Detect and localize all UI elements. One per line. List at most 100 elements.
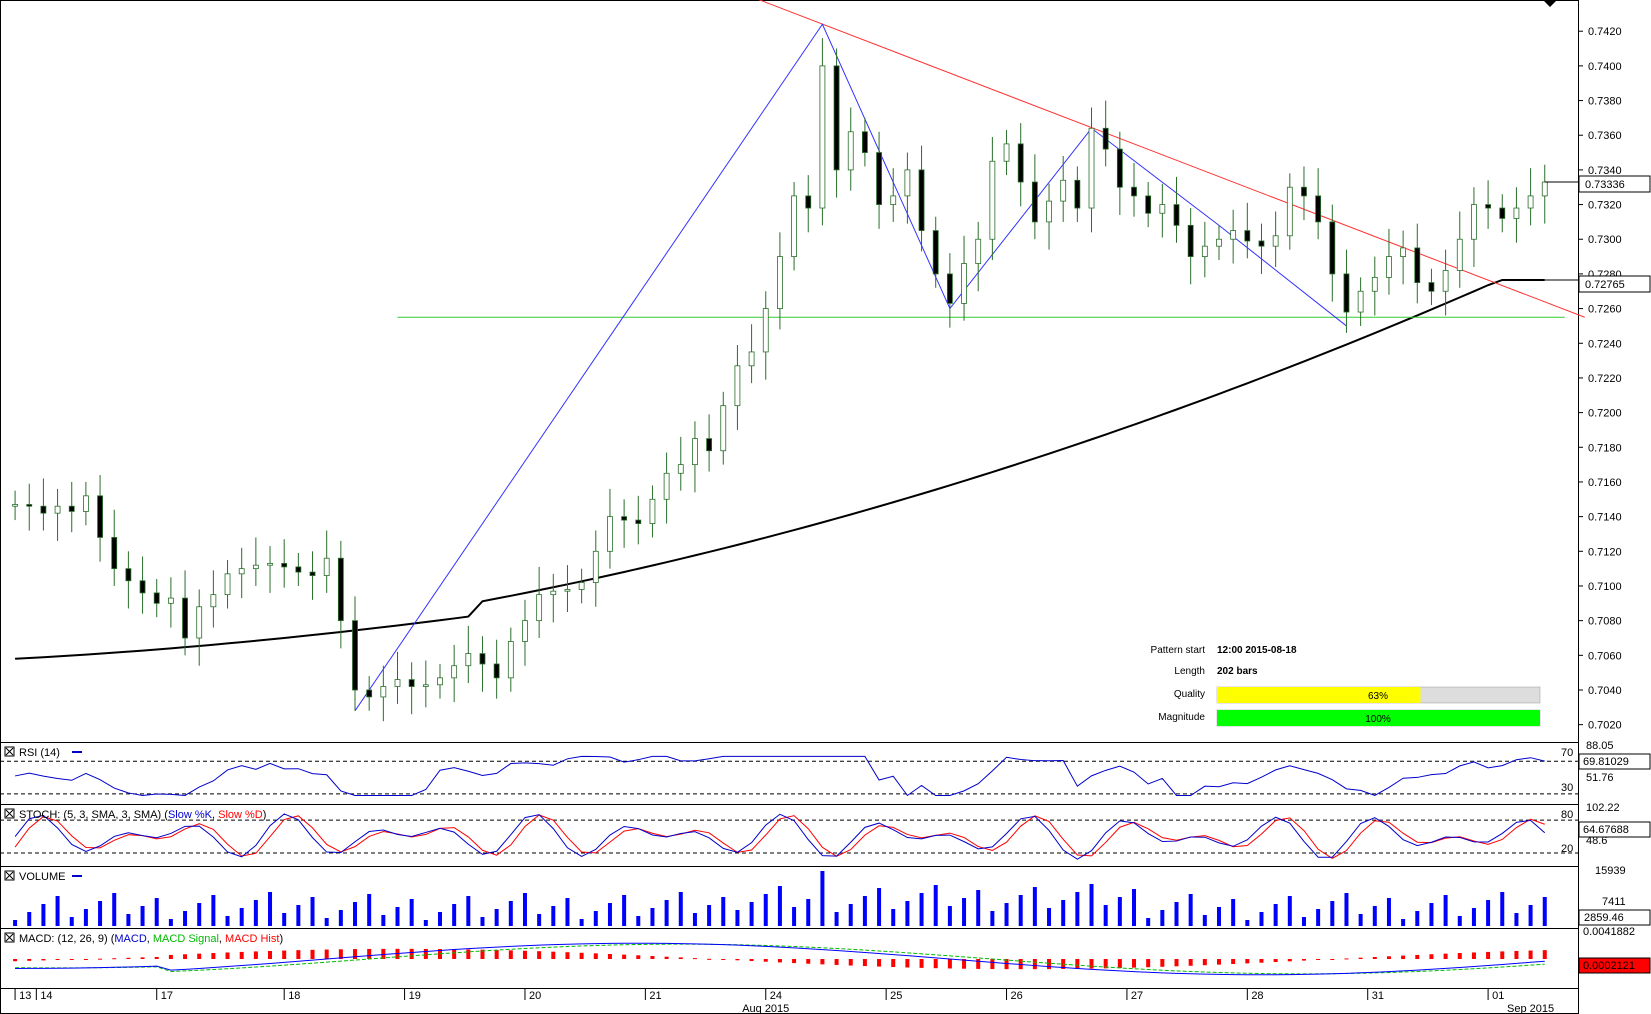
candle-body — [762, 308, 769, 353]
volume-bar — [225, 916, 230, 926]
volume-bar — [905, 901, 910, 926]
time-tick-label: 17 — [161, 990, 173, 1002]
volume-bar — [324, 918, 329, 926]
macd-hist-bar — [1117, 959, 1122, 969]
macd-hist-bar — [1457, 953, 1462, 959]
volume-bar — [1301, 917, 1306, 926]
volume-bar — [338, 910, 343, 926]
volume-bar — [1500, 892, 1505, 926]
candle-body — [1343, 273, 1350, 313]
stoch-k-label: Slow %K — [168, 809, 213, 821]
candle-body — [1201, 245, 1208, 257]
volume-bar — [692, 913, 697, 926]
volume-bar — [537, 914, 542, 926]
length-label: Length — [1174, 666, 1205, 677]
macd-hist-bar — [154, 956, 159, 959]
candle-body — [1116, 148, 1123, 188]
candle-body — [1060, 179, 1067, 202]
volume-bar — [466, 896, 471, 926]
macd-hist-bar — [55, 959, 60, 960]
volume-bar — [1032, 887, 1037, 926]
candle-body — [1046, 200, 1052, 223]
candle-body — [1414, 247, 1421, 283]
macd-hist-bar — [508, 950, 513, 959]
price-tick-label: 0.7380 — [1588, 96, 1622, 108]
volume-bar — [806, 899, 811, 926]
candle-body — [507, 641, 514, 679]
stoch-k-line — [14, 813, 1546, 860]
volume-bar — [437, 912, 442, 926]
time-tick-label: 28 — [1251, 990, 1263, 1002]
candle-body — [621, 516, 628, 521]
candle-body — [1301, 186, 1307, 197]
macd-hist-bar — [1316, 959, 1321, 960]
last-price-tag — [1578, 175, 1651, 193]
pattern-zigzag — [354, 23, 1347, 712]
macd-hist-bar — [692, 958, 697, 960]
volume-bar — [976, 890, 981, 926]
candle-body — [1187, 224, 1194, 257]
price-tick-label: 0.7140 — [1588, 512, 1622, 524]
macd-hist-bar — [579, 952, 584, 959]
stoch-current-value: 64.67688 — [1583, 824, 1629, 836]
time-tick-label: 20 — [529, 990, 541, 1002]
candle-body — [1216, 238, 1222, 247]
macd-hist-bar — [1146, 959, 1151, 968]
macd-hist-bar — [1075, 959, 1080, 969]
macd-hist-bar — [1301, 959, 1306, 961]
price-tick-label: 0.7020 — [1588, 720, 1622, 732]
macd-hist-bar — [423, 948, 428, 959]
volume-bar — [1542, 897, 1547, 926]
volume-bar — [820, 871, 825, 926]
price-tick-label: 0.7200 — [1588, 408, 1622, 420]
volume-bar — [1486, 900, 1491, 926]
rsi-current-tag — [1578, 753, 1651, 770]
stoch-layer — [0, 813, 1578, 860]
macd-hist-bar — [1174, 959, 1179, 967]
candle-body — [26, 504, 33, 507]
candle-body — [422, 684, 429, 687]
volume-bar — [69, 917, 74, 926]
volume-bar — [1401, 919, 1406, 926]
candle-body — [182, 597, 188, 639]
macd-hist-bar — [98, 958, 103, 960]
volume-bar — [834, 912, 839, 926]
main-panel-frame — [0, 0, 1579, 743]
macd-hist-bar — [480, 949, 485, 959]
main-price-layer — [12, 0, 1585, 722]
candle-body — [83, 495, 89, 512]
volume-bar — [1287, 896, 1292, 926]
macd-hist-bar — [919, 959, 924, 968]
candle-body — [1386, 256, 1392, 278]
candle-body — [819, 65, 826, 209]
macd-hist-bar — [1103, 959, 1108, 969]
candle-body — [252, 564, 259, 570]
volume-bar — [1358, 914, 1363, 926]
volume-bar — [848, 904, 853, 926]
volume-bar — [1174, 902, 1179, 926]
volume-bar — [1075, 892, 1080, 926]
candle-body — [1513, 207, 1520, 219]
time-tick-label: 18 — [288, 990, 300, 1002]
volume-bar — [140, 906, 145, 926]
svg-text:STOCH: (5, 3, SMA, 3, SMA) (Sl: STOCH: (5, 3, SMA, 3, SMA) (Slow %K, Slo… — [19, 809, 266, 821]
volume-bar — [55, 896, 60, 926]
price-axis: 0.7420 0.7400 0.7380 0.7360 0.7340 0.7320 0.73… — [1578, 26, 1622, 732]
volume-bar — [1202, 915, 1207, 926]
macd-hist-bar — [848, 959, 853, 966]
candle-body — [1442, 270, 1449, 292]
stoch-d-label: Slow %D — [218, 809, 263, 821]
candle-body — [408, 679, 415, 687]
volume-bar — [1160, 910, 1165, 926]
volume-bar — [112, 893, 117, 926]
time-tick-label: 19 — [409, 990, 421, 1002]
macd-hist-bar — [565, 952, 570, 959]
volume-bar — [1103, 905, 1108, 926]
candle-body — [536, 594, 543, 622]
candle-body — [352, 620, 358, 691]
macd-title: MACD: (12, 26, 9) (MACD, MACD Signal, MA… — [4, 932, 283, 945]
scroll-down-icon[interactable] — [1543, 0, 1557, 7]
candle-body — [522, 620, 528, 642]
price-tick-label: 0.7420 — [1588, 26, 1622, 38]
candle-body — [479, 653, 486, 665]
